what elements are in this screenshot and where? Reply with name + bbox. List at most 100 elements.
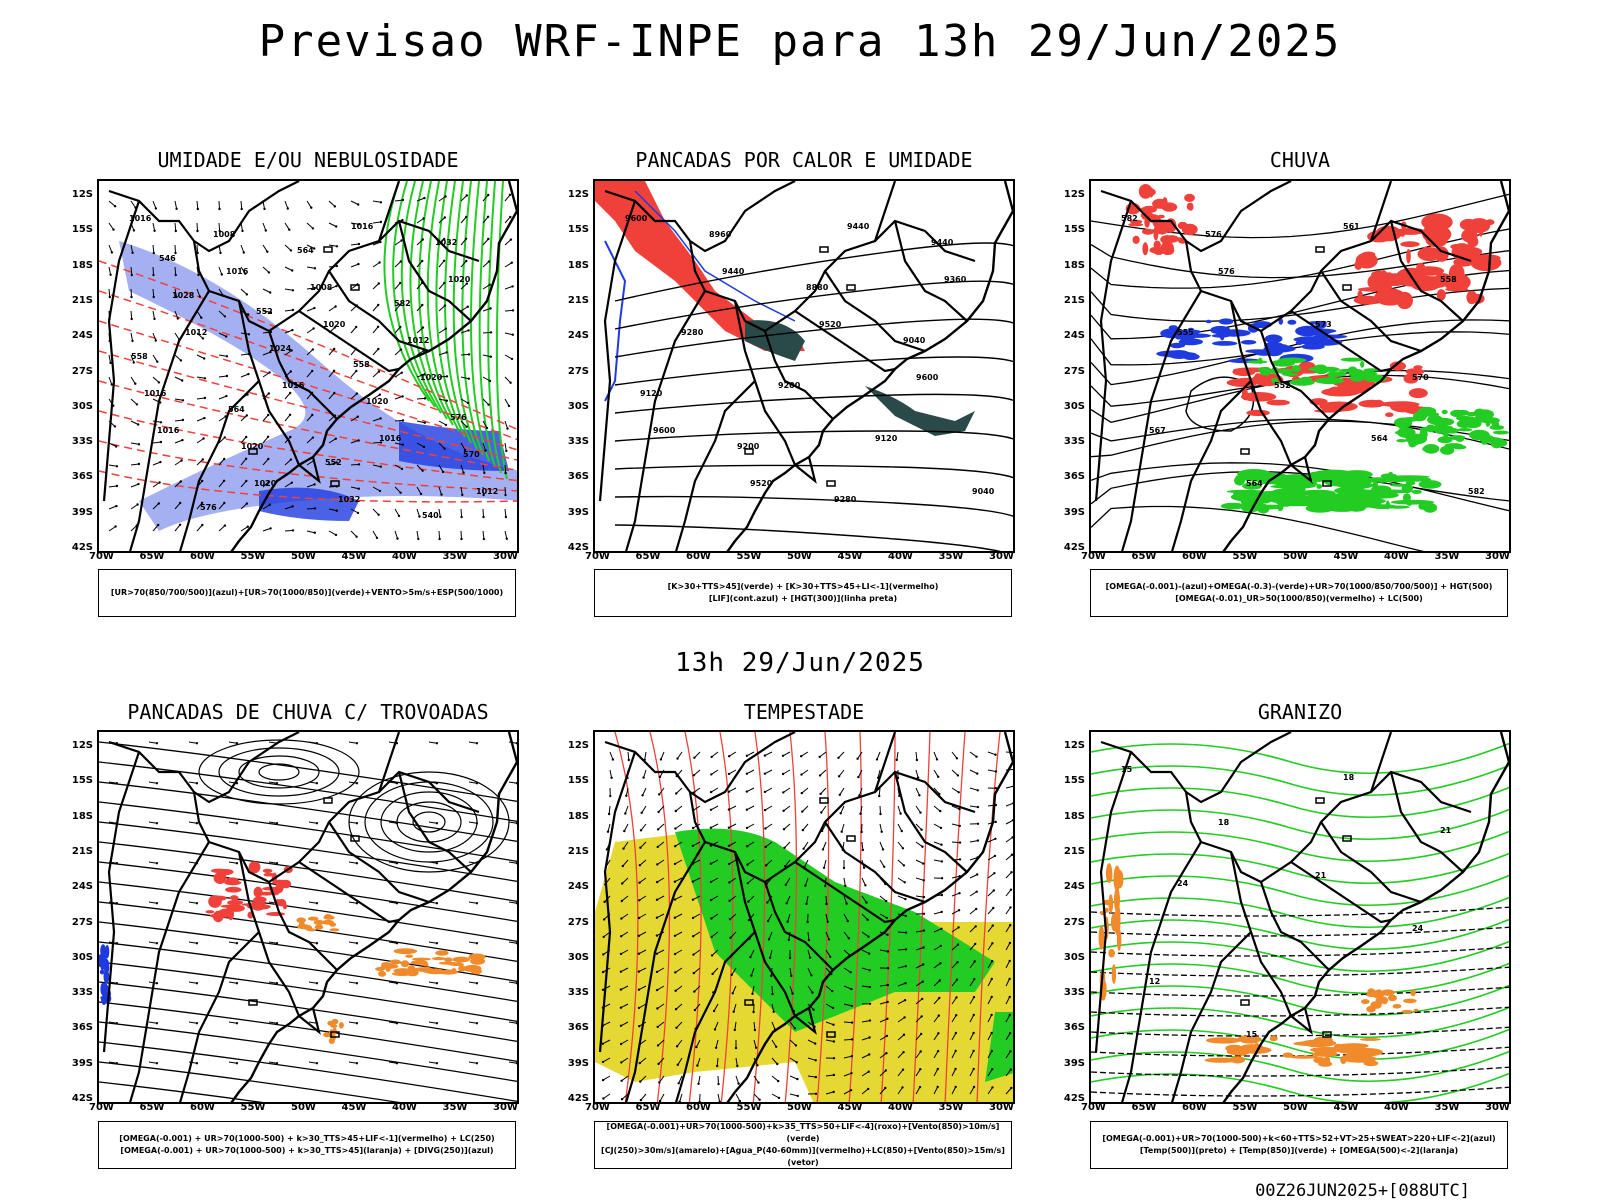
svg-text:570: 570 [463,450,480,459]
lat-tick-label: 21S [1064,846,1085,857]
lat-tick-label: 39S [568,507,589,518]
svg-text:9600: 9600 [625,214,648,223]
svg-text:1020: 1020 [323,320,346,329]
lat-tick-label: 27S [1064,366,1085,377]
svg-text:9440: 9440 [722,267,745,276]
lat-tick-label: 30S [568,401,589,412]
panel-legend-3: [OMEGA(-0.001)-(azul)+OMEGA(-0.3)-(verde… [1090,569,1508,617]
svg-text:564: 564 [228,405,245,414]
svg-text:561: 561 [1343,222,1360,231]
svg-text:567: 567 [1149,426,1166,435]
svg-text:1012: 1012 [476,487,498,496]
svg-text:8960: 8960 [709,230,732,239]
lat-tick-label: 24S [72,330,93,341]
map-graphic [595,732,1015,1104]
lat-tick-label: 15S [1064,775,1085,786]
lat-tick-label: 27S [568,917,589,928]
svg-text:9120: 9120 [640,389,663,398]
svg-text:9040: 9040 [972,487,995,496]
lat-tick-label: 24S [1064,330,1085,341]
legend-line: [OMEGA(-0.01)_UR>50(1000/850)(vermelho) … [1091,593,1507,605]
lat-tick-label: 27S [72,366,93,377]
svg-text:576: 576 [1205,230,1222,239]
svg-text:555: 555 [1177,328,1194,337]
model-run-label: 00Z26JUN2025+[088UTC] [1255,1181,1470,1201]
svg-text:18: 18 [1343,773,1355,782]
lat-tick-label: 39S [1064,1058,1085,1069]
svg-text:1032: 1032 [338,495,360,504]
lat-tick-label: 18S [72,811,93,822]
svg-text:1016: 1016 [379,434,402,443]
lat-tick-label: 18S [1064,260,1085,271]
svg-text:552: 552 [1274,381,1291,390]
lat-tick-label: 18S [568,811,589,822]
svg-text:9520: 9520 [819,320,842,329]
map-panel-5 [593,730,1015,1104]
lat-tick-label: 12S [1064,740,1085,751]
svg-text:24: 24 [1177,879,1189,888]
legend-line: [OMEGA(-0.001)+UR>70(1000-500)+k>35_TTS>… [595,1121,1011,1145]
panel-title-2: PANCADAS POR CALOR E UMIDADE [593,148,1015,172]
svg-text:1020: 1020 [366,397,389,406]
svg-text:558: 558 [353,360,370,369]
svg-text:9280: 9280 [834,495,857,504]
svg-text:576: 576 [450,413,467,422]
lat-tick-label: 36S [1064,471,1085,482]
lat-tick-label: 21S [72,846,93,857]
panel-legend-4: [OMEGA(-0.001) + UR>70(1000-500) + k>30_… [98,1121,516,1169]
lat-tick-label: 15S [72,224,93,235]
svg-text:9520: 9520 [750,479,773,488]
svg-text:18: 18 [1218,818,1230,827]
svg-text:1032: 1032 [435,238,457,247]
panel-title-5: TEMPESTADE [593,700,1015,724]
lat-tick-label: 30S [72,401,93,412]
lat-tick-label: 39S [1064,507,1085,518]
svg-text:1016: 1016 [157,426,180,435]
lat-tick-label: 15S [1064,224,1085,235]
lat-tick-label: 33S [568,987,589,998]
lat-tick-label: 30S [72,952,93,963]
svg-text:576: 576 [1218,267,1235,276]
lat-tick-label: 39S [72,507,93,518]
panel-title-4: PANCADAS DE CHUVA C/ TROVOADAS [97,700,519,724]
legend-line: [Temp(500)](preto) + [Temp(850)](verde) … [1091,1145,1507,1157]
panel-legend-2: [K>30+TTS>45](verde) + [K>30+TTS>45+LI<-… [594,569,1012,617]
lat-tick-label: 33S [1064,987,1085,998]
lat-tick-label: 27S [568,366,589,377]
lat-tick-label: 18S [568,260,589,271]
panel-legend-6: [OMEGA(-0.001)+UR>70(1000-500)+k<60+TTS>… [1090,1121,1508,1169]
svg-text:9120: 9120 [875,434,898,443]
svg-text:546: 546 [159,254,176,263]
svg-text:564: 564 [297,246,314,255]
lat-tick-label: 33S [1064,436,1085,447]
lat-tick-label: 36S [1064,1022,1085,1033]
lat-tick-label: 21S [568,295,589,306]
lat-tick-label: 21S [568,846,589,857]
lat-tick-label: 39S [568,1058,589,1069]
svg-text:558: 558 [131,352,148,361]
lat-tick-label: 24S [568,881,589,892]
lat-tick-label: 18S [1064,811,1085,822]
svg-text:9360: 9360 [944,275,967,284]
lat-tick-label: 21S [1064,295,1085,306]
map-graphic: 1016101610201020101610201016102010121016… [99,181,519,553]
lat-tick-label: 36S [568,1022,589,1033]
svg-text:9440: 9440 [847,222,870,231]
lat-tick-label: 15S [72,775,93,786]
svg-text:582: 582 [1468,487,1485,496]
lat-tick-label: 36S [72,471,93,482]
lat-tick-label: 12S [568,189,589,200]
svg-text:1008: 1008 [213,230,236,239]
svg-text:21: 21 [1440,826,1452,835]
svg-text:1012: 1012 [407,336,429,345]
lat-tick-label: 27S [1064,917,1085,928]
